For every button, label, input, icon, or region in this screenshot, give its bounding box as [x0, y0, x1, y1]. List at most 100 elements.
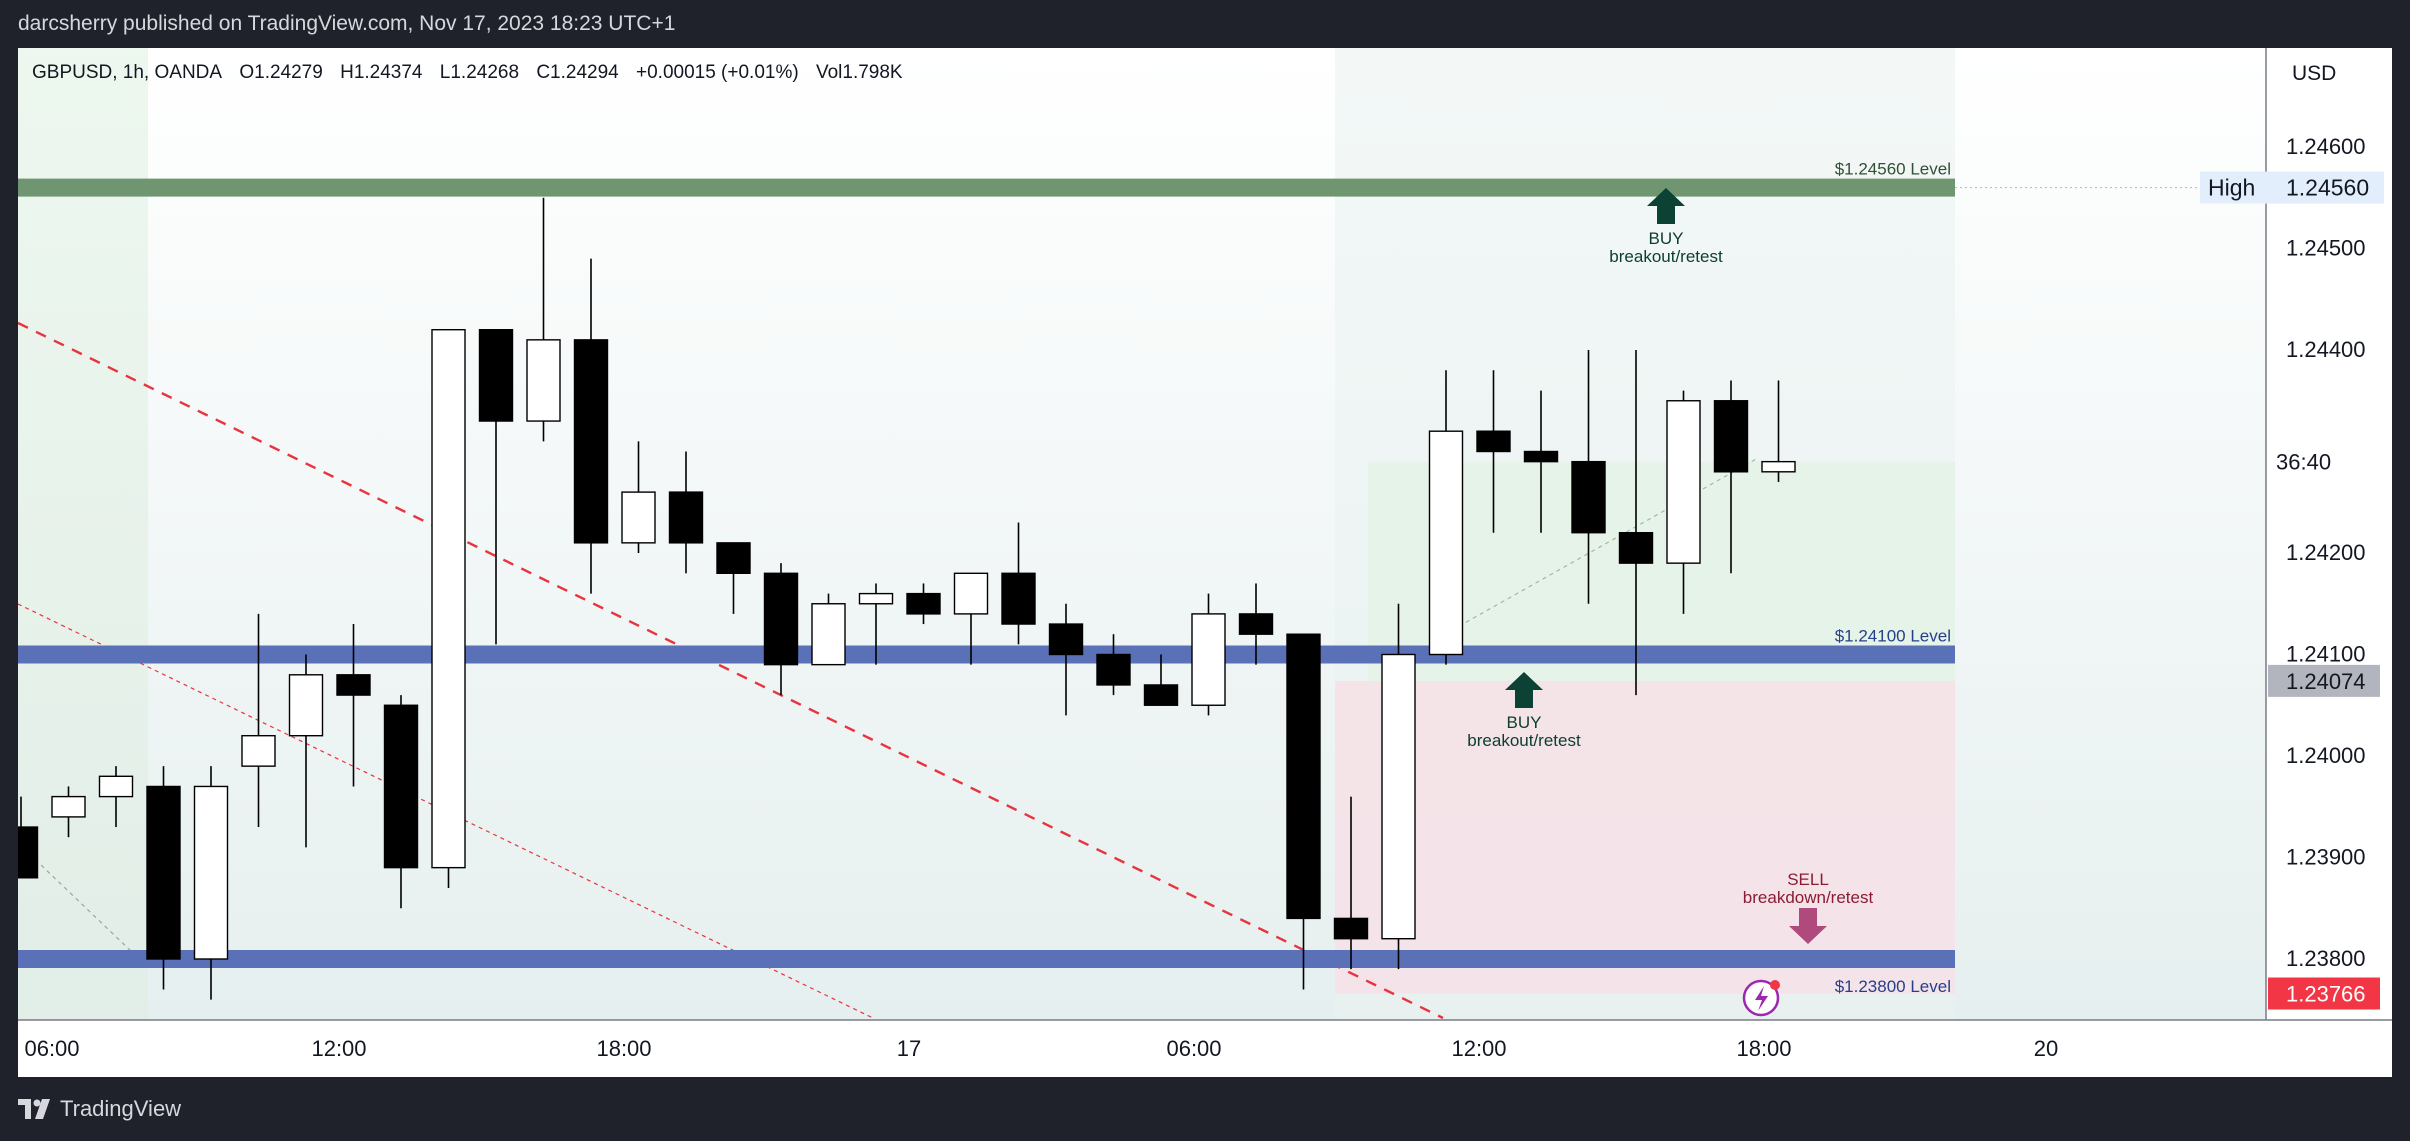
buy-arrow-lower[interactable]	[1505, 672, 1543, 708]
footer-bar: TradingView	[0, 1077, 2410, 1141]
candle-body[interactable]	[1096, 653, 1131, 686]
alert-badge-dot	[1770, 980, 1780, 990]
buy-label-lower: BUY	[1507, 713, 1542, 732]
time-tick: 20	[2034, 1036, 2058, 1061]
candle-body[interactable]	[241, 735, 276, 767]
candle-body[interactable]	[1333, 917, 1369, 940]
level-band-1[interactable]	[18, 645, 1955, 664]
footer-brand: TradingView	[60, 1096, 182, 1121]
position-target-line	[1437, 457, 1759, 639]
sell-label: SELL	[1787, 870, 1829, 889]
price-tick: 1.24500	[2286, 236, 2366, 261]
candle-body[interactable]	[193, 785, 229, 960]
sell-sub: breakdown/retest	[1743, 888, 1874, 907]
candle-body[interactable]	[621, 491, 656, 544]
candle-body[interactable]	[811, 603, 846, 666]
candle-body[interactable]	[1523, 450, 1559, 463]
price-tick: 1.24200	[2286, 540, 2366, 565]
time-tick: 17	[897, 1036, 921, 1061]
last-price-value: 1.23766	[2286, 982, 2366, 1007]
candle-body[interactable]	[1476, 430, 1511, 453]
price-tick: 1.24000	[2286, 743, 2366, 768]
price-tick: 1.24100	[2286, 642, 2366, 667]
candle-body[interactable]	[431, 329, 466, 869]
symbol-label[interactable]: GBPUSD, 1h, OANDA	[32, 62, 223, 83]
sell-arrow[interactable]	[1789, 908, 1827, 944]
candle-body[interactable]	[716, 542, 751, 575]
session-highlight-left	[18, 48, 148, 1020]
candle-body[interactable]	[51, 795, 86, 818]
candle-body[interactable]	[1048, 623, 1084, 656]
last-price-tag	[2268, 977, 2380, 1010]
candle-body[interactable]	[288, 674, 324, 737]
chart-canvas[interactable]: $1.24560 Level $1.24100 Level $1.23800 Lev…	[18, 48, 2392, 1077]
candle-body[interactable]	[1143, 684, 1179, 706]
time-tick: 12:00	[1451, 1036, 1506, 1061]
candle-body[interactable]	[858, 592, 894, 605]
candle-body[interactable]	[18, 826, 39, 879]
price-tick: 1.23800	[2286, 946, 2366, 971]
time-axis-background	[18, 1020, 2392, 1077]
level-label-2: $1.23800 Level	[1835, 977, 1951, 996]
candle-body[interactable]	[1761, 460, 1796, 473]
candle-body[interactable]	[1286, 633, 1321, 920]
candle-body[interactable]	[906, 592, 941, 615]
long-position-profit-zone[interactable]	[1368, 461, 1955, 681]
level-band-2[interactable]	[18, 950, 1955, 968]
candle-body[interactable]	[1428, 430, 1464, 656]
candle-body[interactable]	[1571, 460, 1606, 534]
tradingview-logo[interactable]: TradingView	[18, 1096, 181, 1122]
candle-body[interactable]	[1381, 653, 1416, 940]
buy-sub-upper: breakout/retest	[1609, 247, 1723, 266]
countdown-background	[2268, 446, 2374, 477]
high-tag-value: 1.24560	[2286, 175, 2369, 201]
grey-price-value: 1.24074	[2286, 669, 2366, 694]
level-label-0: $1.24560 Level	[1835, 160, 1951, 179]
high-value: H1.24374	[340, 62, 423, 83]
candle-body[interactable]	[573, 339, 609, 544]
candle-body[interactable]	[526, 339, 561, 422]
candle-body[interactable]	[763, 572, 799, 666]
price-tick: 1.23900	[2286, 845, 2366, 870]
candle-body[interactable]	[1001, 572, 1036, 625]
open-value: O1.24279	[239, 62, 323, 83]
candle-body[interactable]	[478, 329, 514, 422]
currency-button[interactable]: USD	[2292, 62, 2337, 85]
candle-body[interactable]	[1238, 613, 1274, 635]
time-tick: 06:00	[1166, 1036, 1221, 1061]
time-tick: 18:00	[1736, 1036, 1791, 1061]
countdown-label: 36:40	[2276, 450, 2331, 475]
candle-body[interactable]	[1666, 400, 1701, 564]
time-tick: 12:00	[311, 1036, 366, 1061]
candle-body[interactable]	[146, 785, 181, 960]
candle-body[interactable]	[953, 572, 989, 615]
candle-body[interactable]	[1618, 532, 1654, 564]
candle-body[interactable]	[1191, 613, 1226, 706]
low-value: L1.24268	[439, 62, 520, 83]
buy-label-upper: BUY	[1649, 229, 1684, 248]
level-label-1: $1.24100 Level	[1835, 627, 1951, 646]
volume-value: Vol1.798K	[815, 62, 903, 83]
buy-arrow-upper[interactable]	[1647, 188, 1685, 224]
ohlc-legend: GBPUSD, 1h, OANDA O1.24279 H1.24374 L1.2…	[32, 62, 915, 84]
candle-body[interactable]	[668, 491, 704, 544]
lightning-alert-glyph	[1755, 986, 1768, 1011]
chart-frame[interactable]: $1.24560 Level $1.24100 Level $1.23800 Lev…	[18, 48, 2392, 1077]
grey-price-tag	[2268, 664, 2380, 697]
candle-body[interactable]	[336, 674, 371, 696]
candle-body[interactable]	[98, 775, 134, 798]
high-tag-background	[2200, 171, 2384, 204]
candle-body[interactable]	[383, 704, 419, 869]
time-tick: 18:00	[596, 1036, 651, 1061]
price-tick: 1.24600	[2286, 134, 2366, 159]
change-value: +0.00015 (+0.01%)	[636, 62, 799, 83]
close-value: C1.24294	[536, 62, 619, 83]
trendline-dashed[interactable]	[18, 321, 1444, 1020]
long-position-stop-zone[interactable]	[1335, 680, 1955, 994]
level-band-0[interactable]	[18, 178, 1955, 197]
time-tick: 06:00	[24, 1036, 79, 1061]
price-tick: 1.24400	[2286, 337, 2366, 362]
publish-bar: darcsherry published on TradingView.com,…	[0, 0, 2410, 48]
candle-body[interactable]	[1713, 400, 1749, 473]
high-tag-label: High	[2208, 175, 2255, 201]
